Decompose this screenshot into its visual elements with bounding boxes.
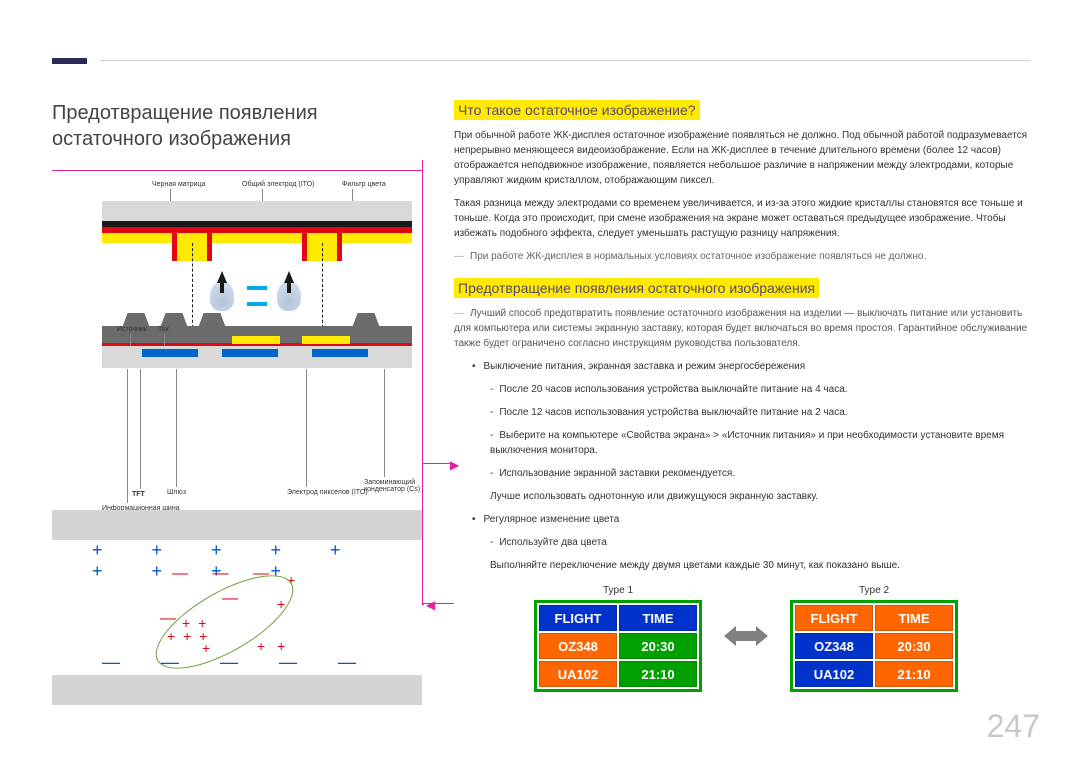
sub-30min-note: Выполняйте переключение между двумя цвет… bbox=[490, 558, 1034, 573]
t2-r2c2: 20:30 bbox=[875, 633, 953, 659]
right-column: Что такое остаточное изображение? При об… bbox=[454, 100, 1034, 692]
section2-para1: Лучший способ предотвратить появление ос… bbox=[454, 306, 1034, 351]
t1-r3c1: UA102 bbox=[539, 661, 617, 687]
header-rule bbox=[100, 60, 1030, 61]
t2-r2c1: OZ348 bbox=[795, 633, 873, 659]
label-gate: Шлюз bbox=[167, 489, 186, 496]
leader-line bbox=[164, 334, 165, 346]
layer-yellow bbox=[102, 233, 412, 243]
electrode-bottom-band bbox=[52, 675, 422, 705]
connector-line bbox=[422, 160, 423, 463]
lc-alignment-icon bbox=[247, 286, 267, 306]
tft-blue-pad bbox=[222, 349, 278, 357]
t1-r1c2: TIME bbox=[619, 605, 697, 631]
label-pixel-electrode: Электрод пикселов (ITO) bbox=[287, 489, 368, 496]
sub-display-props: Выберите на компьютере «Свойства экрана»… bbox=[490, 428, 1034, 458]
tft-hump bbox=[198, 313, 226, 328]
t2-r1c1: FLIGHT bbox=[795, 605, 873, 631]
lcd-cross-section-diagram: Черная матрица Общий электрод (ITO) Филь… bbox=[52, 181, 422, 521]
label-common-electrode: Общий электрод (ITO) bbox=[242, 181, 315, 188]
page-number: 247 bbox=[987, 708, 1040, 745]
leader-line bbox=[306, 369, 307, 487]
t2-r3c2: 21:10 bbox=[875, 661, 953, 687]
leader-line bbox=[127, 369, 128, 503]
arrow-stem bbox=[220, 281, 224, 293]
leader-line bbox=[384, 369, 385, 477]
section1-para1: При обычной работе ЖК-дисплея остаточное… bbox=[454, 128, 1034, 188]
t1-r1c1: FLIGHT bbox=[539, 605, 617, 631]
tft-blue-pad bbox=[312, 349, 368, 357]
sub-two-colors: Используйте два цвета bbox=[490, 535, 1034, 550]
connector-arrowhead: ▶ bbox=[426, 598, 435, 612]
label-tft: TFT bbox=[132, 491, 145, 498]
section1-heading: Что такое остаточное изображение? bbox=[454, 100, 700, 120]
tft-yellow-pad bbox=[302, 336, 350, 344]
charge-diagram: + + + + + + + + + — — — + — + — + + + + … bbox=[52, 510, 422, 700]
label-current: Ток bbox=[158, 326, 169, 333]
bullet-color-change: Регулярное изменение цвета bbox=[472, 512, 1034, 527]
t2-r3c1: UA102 bbox=[795, 661, 873, 687]
label-black-matrix: Черная матрица bbox=[152, 181, 205, 188]
flight-tables-row: Type 1 FLIGHT TIME OZ348 20:30 UA102 21:… bbox=[534, 585, 1034, 692]
type2-label: Type 2 bbox=[790, 585, 958, 596]
leader-line bbox=[140, 369, 141, 489]
connector-line bbox=[422, 463, 423, 604]
sub-12h: После 12 часов использования устройства … bbox=[490, 405, 1034, 420]
dashed-guide bbox=[192, 243, 193, 333]
swap-arrow-icon bbox=[724, 623, 768, 654]
dashed-guide bbox=[322, 243, 323, 333]
leader-line bbox=[352, 189, 353, 201]
page-title: Предотвращение появления остаточного изо… bbox=[52, 100, 422, 152]
header-accent bbox=[52, 58, 87, 64]
label-color-filter: Фильтр цвета bbox=[342, 181, 386, 188]
sub-screensaver: Использование экранной заставки рекоменд… bbox=[490, 466, 1034, 481]
tft-hump bbox=[352, 313, 380, 328]
flight-table-type2: FLIGHT TIME OZ348 20:30 UA102 21:10 bbox=[790, 600, 958, 692]
label-source: Источник bbox=[117, 326, 147, 333]
layer-glass-top bbox=[102, 201, 412, 221]
tft-yellow-pad bbox=[232, 336, 280, 344]
bullet-power-saver: Выключение питания, экранная заставка и … bbox=[472, 359, 1034, 374]
section1-note: При работе ЖК-дисплея в нормальных услов… bbox=[454, 249, 1034, 264]
type1-label: Type 1 bbox=[534, 585, 702, 596]
title-underline bbox=[52, 170, 422, 171]
leader-line bbox=[176, 369, 177, 487]
sub-20h: После 20 часов использования устройства … bbox=[490, 382, 1034, 397]
sub-screensaver-note: Лучше использовать однотонную или движущ… bbox=[490, 489, 1034, 504]
t1-r3c2: 21:10 bbox=[619, 661, 697, 687]
section1-para2: Такая разница между электродами со време… bbox=[454, 196, 1034, 241]
flight-table-type1: FLIGHT TIME OZ348 20:30 UA102 21:10 bbox=[534, 600, 702, 692]
arrow-stem bbox=[287, 281, 291, 293]
section2-heading: Предотвращение появления остаточного изо… bbox=[454, 278, 819, 298]
leader-line bbox=[130, 334, 131, 346]
type2-block: Type 2 FLIGHT TIME OZ348 20:30 UA102 21:… bbox=[790, 585, 958, 692]
left-column: Предотвращение появления остаточного изо… bbox=[52, 100, 422, 521]
t1-r2c2: 20:30 bbox=[619, 633, 697, 659]
tft-blue-pad bbox=[142, 349, 198, 357]
t2-r1c2: TIME bbox=[875, 605, 953, 631]
t1-r2c1: OZ348 bbox=[539, 633, 617, 659]
electrode-top-band bbox=[52, 510, 422, 540]
connector-node bbox=[422, 603, 424, 605]
type1-block: Type 1 FLIGHT TIME OZ348 20:30 UA102 21:… bbox=[534, 585, 702, 692]
label-storage-cap: Запоминающий конденсатор (Cs) bbox=[364, 479, 422, 493]
